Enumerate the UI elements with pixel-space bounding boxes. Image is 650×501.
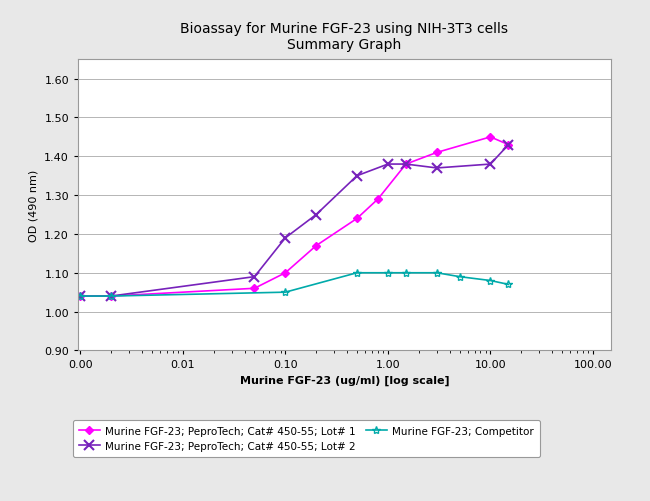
Murine FGF-23; PeproTech; Cat# 450-55; Lot# 2 [486, 162, 494, 168]
Murine FGF-23; Competitor [384, 270, 392, 276]
Murine FGF-23; Competitor [77, 294, 85, 300]
Murine FGF-23; PeproTech; Cat# 450-55; Lot# 1 [374, 196, 382, 202]
Murine FGF-23; PeproTech; Cat# 450-55; Lot# 1 [402, 162, 410, 168]
Murine FGF-23; PeproTech; Cat# 450-55; Lot# 1 [251, 286, 259, 292]
Legend: Murine FGF-23; PeproTech; Cat# 450-55; Lot# 1, Murine FGF-23; PeproTech; Cat# 45: Murine FGF-23; PeproTech; Cat# 450-55; L… [73, 420, 540, 457]
Murine FGF-23; PeproTech; Cat# 450-55; Lot# 2 [77, 294, 85, 300]
Line: Murine FGF-23; Competitor: Murine FGF-23; Competitor [76, 269, 513, 301]
Murine FGF-23; PeproTech; Cat# 450-55; Lot# 1 [107, 294, 115, 300]
Murine FGF-23; Competitor [107, 294, 115, 300]
Murine FGF-23; PeproTech; Cat# 450-55; Lot# 1 [281, 270, 289, 276]
Murine FGF-23; PeproTech; Cat# 450-55; Lot# 2 [251, 274, 259, 280]
Line: Murine FGF-23; PeproTech; Cat# 450-55; Lot# 2: Murine FGF-23; PeproTech; Cat# 450-55; L… [75, 140, 514, 301]
Murine FGF-23; Competitor [353, 270, 361, 276]
Murine FGF-23; Competitor [281, 290, 289, 296]
Murine FGF-23; PeproTech; Cat# 450-55; Lot# 2 [504, 142, 512, 148]
Murine FGF-23; PeproTech; Cat# 450-55; Lot# 1 [77, 294, 85, 300]
Murine FGF-23; Competitor [433, 270, 441, 276]
X-axis label: Murine FGF-23 (ug/ml) [log scale]: Murine FGF-23 (ug/ml) [log scale] [240, 375, 449, 385]
Murine FGF-23; PeproTech; Cat# 450-55; Lot# 2 [353, 173, 361, 179]
Murine FGF-23; PeproTech; Cat# 450-55; Lot# 2 [312, 212, 320, 218]
Murine FGF-23; PeproTech; Cat# 450-55; Lot# 1 [353, 216, 361, 222]
Murine FGF-23; Competitor [402, 270, 410, 276]
Murine FGF-23; PeproTech; Cat# 450-55; Lot# 1 [312, 243, 320, 249]
Murine FGF-23; PeproTech; Cat# 450-55; Lot# 2 [281, 235, 289, 241]
Murine FGF-23; PeproTech; Cat# 450-55; Lot# 1 [486, 135, 494, 141]
Murine FGF-23; PeproTech; Cat# 450-55; Lot# 1 [433, 150, 441, 156]
Murine FGF-23; PeproTech; Cat# 450-55; Lot# 1 [504, 142, 512, 148]
Murine FGF-23; PeproTech; Cat# 450-55; Lot# 2 [433, 166, 441, 172]
Y-axis label: OD (490 nm): OD (490 nm) [29, 169, 38, 241]
Title: Bioassay for Murine FGF-23 using NIH-3T3 cells
Summary Graph: Bioassay for Murine FGF-23 using NIH-3T3… [181, 22, 508, 52]
Murine FGF-23; Competitor [456, 274, 463, 280]
Murine FGF-23; PeproTech; Cat# 450-55; Lot# 2 [384, 162, 392, 168]
Murine FGF-23; PeproTech; Cat# 450-55; Lot# 2 [402, 162, 410, 168]
Murine FGF-23; Competitor [504, 282, 512, 288]
Line: Murine FGF-23; PeproTech; Cat# 450-55; Lot# 1: Murine FGF-23; PeproTech; Cat# 450-55; L… [77, 135, 512, 299]
Murine FGF-23; PeproTech; Cat# 450-55; Lot# 2 [107, 294, 115, 300]
Murine FGF-23; Competitor [486, 278, 494, 284]
